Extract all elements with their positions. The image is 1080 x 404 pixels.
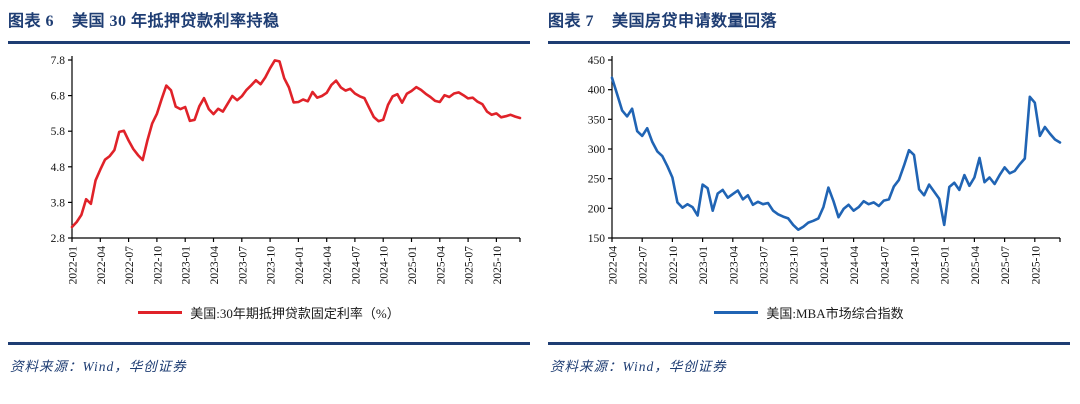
svg-text:2024-01: 2024-01 [819,246,831,285]
svg-text:2022-04: 2022-04 [96,246,108,285]
figure-7-source: 资料来源：Wind，华创证券 [550,358,727,374]
figure-6-number: 图表 6 [8,13,55,30]
svg-text:2025-10: 2025-10 [1030,246,1042,285]
figure-7-title-rule [548,41,1070,44]
figure-7-title: 图表 7 美国房贷申请数量回落 [548,10,1070,34]
svg-text:2.8: 2.8 [51,233,66,245]
svg-text:2025-01: 2025-01 [407,246,419,285]
svg-text:400: 400 [588,85,606,97]
figure-6-line-chart: 2.8 3.8 4.8 5.8 6.8 7.8 2022-01 2022-04 2022-07 2… [24,50,530,302]
svg-text:5.8: 5.8 [51,126,66,138]
svg-text:2025-10: 2025-10 [492,246,504,285]
svg-text:2024-07: 2024-07 [350,246,362,285]
svg-text:150: 150 [588,233,606,245]
svg-text:4.8: 4.8 [51,162,66,174]
figure-7-bottom-rule [548,342,1070,345]
svg-text:2023-10: 2023-10 [266,246,278,285]
svg-text:350: 350 [588,114,606,126]
svg-text:2022-04: 2022-04 [608,246,620,285]
svg-text:2025-04: 2025-04 [435,246,447,285]
svg-text:2024-04: 2024-04 [849,246,861,285]
figure-6-panel: 图表 6 美国 30 年抵押贷款利率持稳 2.8 3.8 4.8 5.8 6.8 7.8 20… [8,10,530,374]
svg-text:2025-07: 2025-07 [464,246,476,285]
svg-text:2025-04: 2025-04 [970,246,982,285]
svg-text:450: 450 [588,55,606,67]
svg-text:2025-07: 2025-07 [1000,246,1012,285]
figure-7-legend-label: 美国:MBA市场综合指数 [766,305,904,321]
svg-text:200: 200 [588,203,606,215]
svg-text:2023-04: 2023-04 [728,246,740,285]
svg-text:2023-04: 2023-04 [209,246,221,285]
svg-text:2023-07: 2023-07 [759,246,771,285]
svg-text:2022-10: 2022-10 [668,246,680,285]
svg-text:2024-01: 2024-01 [294,246,306,285]
figure-7-panel: 图表 7 美国房贷申请数量回落 150 200 250 300 350 400 450 2022… [540,0,1080,404]
figure-7-legend: 美国:MBA市场综合指数 [548,302,1070,322]
svg-text:2022-01: 2022-01 [68,246,80,285]
svg-text:2025-01: 2025-01 [940,246,952,285]
figure-7-number: 图表 7 [548,13,595,30]
svg-text:2024-10: 2024-10 [910,246,922,285]
svg-text:3.8: 3.8 [51,197,66,209]
figure-6-bottom-rule [8,342,530,345]
svg-text:2023-07: 2023-07 [237,246,249,285]
svg-text:2023-01: 2023-01 [181,246,193,285]
figure-6-legend-label: 美国:30年期抵押贷款固定利率（%） [190,305,400,321]
svg-text:2023-01: 2023-01 [698,246,710,285]
figure-6-title-text: 美国 30 年抵押贷款利率持稳 [72,13,280,30]
svg-text:2022-07: 2022-07 [124,246,136,285]
blue-line-legend-icon [714,310,759,314]
svg-text:2024-07: 2024-07 [879,246,891,285]
figure-6-title: 图表 6 美国 30 年抵押贷款利率持稳 [8,10,530,34]
svg-text:2022-10: 2022-10 [152,246,164,285]
svg-text:300: 300 [588,144,606,156]
figure-6-title-rule [8,41,530,44]
figure-6-legend: 美国:30年期抵押贷款固定利率（%） [8,302,530,322]
svg-text:6.8: 6.8 [51,91,66,103]
svg-text:2022-07: 2022-07 [638,246,650,285]
svg-text:2024-10: 2024-10 [379,246,391,285]
red-line-legend-icon [138,310,183,314]
svg-text:2024-04: 2024-04 [322,246,334,285]
figure-7-title-text: 美国房贷申请数量回落 [612,13,778,30]
svg-text:2023-10: 2023-10 [789,246,801,285]
figure-6-source: 资料来源：Wind，华创证券 [10,358,187,374]
svg-text:7.8: 7.8 [51,55,66,67]
figure-7-line-chart: 150 200 250 300 350 400 450 2022-04 2022-07 2022-… [564,50,1070,302]
svg-text:250: 250 [588,174,606,186]
